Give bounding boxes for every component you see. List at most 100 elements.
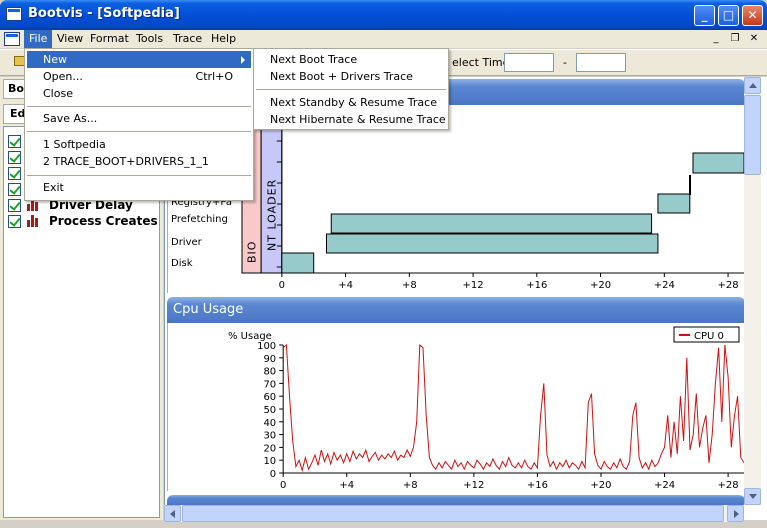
y-tick-label: 0 [270,469,276,480]
gantt-bar [281,252,315,274]
menu-save-as[interactable]: Save As... [43,112,98,125]
x-tick-label: +24 [654,480,675,491]
x-tick-label: +28 [718,280,739,291]
x-tick-label: +20 [590,280,611,291]
new-submenu: Next Boot Trace Next Boot + Drivers Trac… [253,48,449,130]
menu-separator [27,131,251,132]
menu-new-label: New [43,53,67,66]
checkbox[interactable] [8,150,21,164]
menu-next-hibernate-trace[interactable]: Next Hibernate & Resume Trace [270,113,446,126]
range-separator: - [563,56,567,69]
select-time-label: elect Time [452,56,510,69]
end-time-input[interactable] [576,53,626,72]
bar-chart-icon [27,215,41,227]
close-button[interactable]: ✕ [742,5,763,26]
title-bar: Bootvis - [Softpedia] _ □ ✕ [0,0,767,30]
menu-close[interactable]: Close [43,87,73,100]
graph-pane: BIO NT LOADER 0 +4 +8 +12 +16 +20 +24 +28 Registry… [164,77,767,520]
menu-tools[interactable]: Tools [136,32,164,45]
vertical-scrollbar[interactable] [744,77,761,505]
menu-open[interactable]: Open... Ctrl+O [27,68,251,85]
menu-next-boot-drivers-trace[interactable]: Next Boot + Drivers Trace [270,70,413,83]
menu-open-label: Open... [43,70,83,83]
menu-format[interactable]: Format [90,32,129,45]
checkbox[interactable] [8,182,21,196]
x-tick-label: 0 [279,280,285,291]
maximize-button[interactable]: □ [718,5,739,26]
menu-next-standby-trace[interactable]: Next Standby & Resume Trace [270,96,437,109]
list-item-label: Process Creates [49,214,158,228]
window-title: Bootvis - [Softpedia] [28,6,180,21]
scroll-thumb[interactable] [744,95,761,175]
x-tick-label: +8 [403,480,418,491]
checkbox[interactable] [8,166,21,180]
mdi-restore-button[interactable]: ❐ [730,33,740,44]
mdi-close-button[interactable]: ✕ [749,33,759,44]
phase-label: BIO [246,241,259,263]
y-tick-label: 10 [263,456,276,467]
row-label: Disk [171,258,193,269]
scroll-thumb-horizontal[interactable] [182,505,724,522]
checkbox[interactable] [8,214,21,228]
x-tick-label: 0 [280,480,286,491]
scroll-down-button[interactable] [744,488,761,505]
horizontal-scrollbar[interactable] [164,505,744,522]
menu-next-boot-trace[interactable]: Next Boot Trace [270,53,358,66]
legend-label: CPU 0 [694,331,724,342]
x-tick-label: +28 [718,480,739,491]
bar-chart-icon [27,199,41,211]
y-tick-label: 90 [263,354,276,365]
list-item[interactable] [8,149,27,165]
row-label: Driver [171,237,203,248]
menu-separator [27,175,251,176]
checkbox[interactable] [8,134,21,148]
x-tick-label: +12 [463,280,484,291]
cpu-usage-header: Cpu Usage [167,297,745,323]
app-icon [6,7,22,21]
menu-file[interactable]: File [24,30,53,48]
file-menu: New Open... Ctrl+O Close Save As... 1 So… [24,48,254,201]
document-icon[interactable] [4,32,20,46]
list-item-driver-delay[interactable]: Driver Delay [8,197,133,213]
cpu-usage-chart: % Usage 0 10 20 30 40 50 60 70 80 90 100 0 +4 +8 +12 +16… [167,323,745,491]
y-tick-label: 50 [263,405,276,416]
scroll-right-button[interactable] [727,505,744,522]
x-tick-label: +16 [527,480,548,491]
checkbox[interactable] [8,198,21,212]
scroll-left-button[interactable] [164,505,181,522]
menu-trace[interactable]: Trace [173,32,203,45]
x-tick-label: +4 [338,280,353,291]
list-item[interactable] [8,165,27,181]
menu-recent-2[interactable]: 2 TRACE_BOOT+DRIVERS_1_1 [43,155,209,168]
list-item[interactable] [8,133,27,149]
menu-new[interactable]: New [27,51,251,68]
y-tick-label: 40 [263,418,276,429]
menu-recent-1[interactable]: 1 Softpedia [43,138,106,151]
x-tick-label: +24 [654,280,675,291]
menu-view[interactable]: View [57,32,84,45]
next-section-header [167,495,745,505]
list-item-process-creates[interactable]: Process Creates [8,213,158,229]
gantt-bar [657,193,691,214]
legend-box [673,326,740,343]
y-tick-label: 100 [257,341,276,352]
gantt-bar [325,233,659,254]
row-label: Prefetching [171,214,228,225]
menu-bar: File View Format Tools Trace Help _ ❐ ✕ [0,30,767,48]
mdi-minimize-button[interactable]: _ [713,33,719,44]
menu-separator [256,89,446,90]
phase-label: NT LOADER [265,179,278,251]
x-tick-label: +16 [526,280,547,291]
list-item[interactable] [8,181,27,197]
y-tick-label: 80 [263,367,276,378]
menu-help[interactable]: Help [211,32,237,45]
submenu-arrow-icon [241,56,245,64]
start-time-input[interactable] [504,53,554,72]
scroll-up-button[interactable] [744,77,761,94]
y-tick-label: 30 [263,431,276,442]
x-tick-label: +20 [590,480,611,491]
y-tick-label: 60 [263,392,276,403]
menu-exit[interactable]: Exit [43,181,64,194]
cpu0-series-line [282,343,745,473]
minimize-button[interactable]: _ [694,5,715,26]
